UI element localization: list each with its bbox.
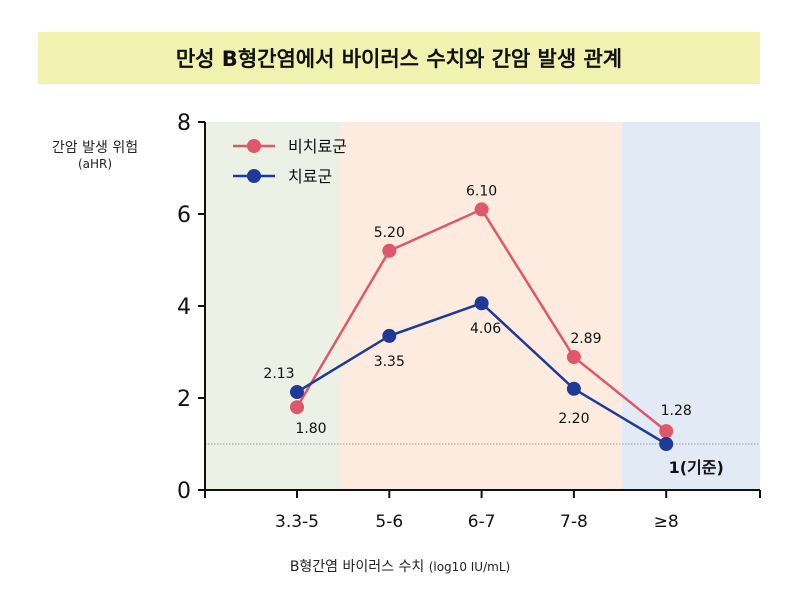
y-axis-title: 간암 발생 위험	[51, 140, 139, 156]
y-tick-label: 8	[177, 111, 191, 136]
y-tick-label: 4	[177, 295, 191, 320]
x-tick-label: 5-6	[375, 512, 403, 532]
data-point	[382, 328, 397, 343]
data-point	[474, 296, 489, 311]
data-label: 1.80	[295, 421, 326, 437]
data-point	[566, 381, 581, 396]
data-label: 2.89	[570, 331, 601, 347]
data-point	[566, 350, 581, 365]
background-band	[622, 122, 760, 490]
data-label: 3.35	[374, 354, 405, 370]
legend-marker	[247, 139, 261, 153]
y-tick-label: 2	[177, 387, 191, 412]
data-point	[382, 243, 397, 258]
data-label: 1.28	[661, 403, 692, 419]
data-point	[290, 385, 304, 400]
legend-label: 치료군	[288, 167, 332, 186]
data-point	[474, 202, 489, 217]
data-label: 5.20	[374, 225, 405, 241]
x-tick-label: 6-7	[468, 512, 496, 532]
data-label: 2.13	[263, 366, 294, 382]
x-tick-label: 3.3-5	[275, 512, 319, 532]
data-point	[290, 400, 304, 415]
legend-marker	[247, 169, 261, 183]
data-point	[659, 437, 674, 451]
reference-label: 1(기준)	[669, 458, 724, 477]
background-band	[205, 122, 340, 490]
y-tick-label: 0	[177, 479, 191, 504]
data-point	[659, 424, 674, 439]
data-label: 2.20	[558, 411, 589, 427]
chart-title: 만성 B형간염에서 바이러스 수치와 간암 발생 관계	[38, 32, 760, 84]
x-axis-title: B형간염 바이러스 수치	[289, 559, 425, 575]
x-tick-label: ≥8	[654, 512, 679, 532]
data-label: 6.10	[466, 183, 497, 199]
y-tick-label: 6	[177, 203, 191, 228]
data-label: 4.06	[470, 321, 501, 337]
y-axis-label: 간암 발생 위험 (aHR)	[40, 140, 150, 172]
y-axis-unit: (aHR)	[77, 157, 113, 171]
x-tick-label: 7-8	[560, 512, 588, 532]
x-axis-label: B형간염 바이러스 수치 (log10 IU/mL)	[0, 556, 800, 576]
legend-label: 비치료군	[288, 137, 347, 156]
x-axis-unit: (log10 IU/mL)	[428, 560, 511, 574]
